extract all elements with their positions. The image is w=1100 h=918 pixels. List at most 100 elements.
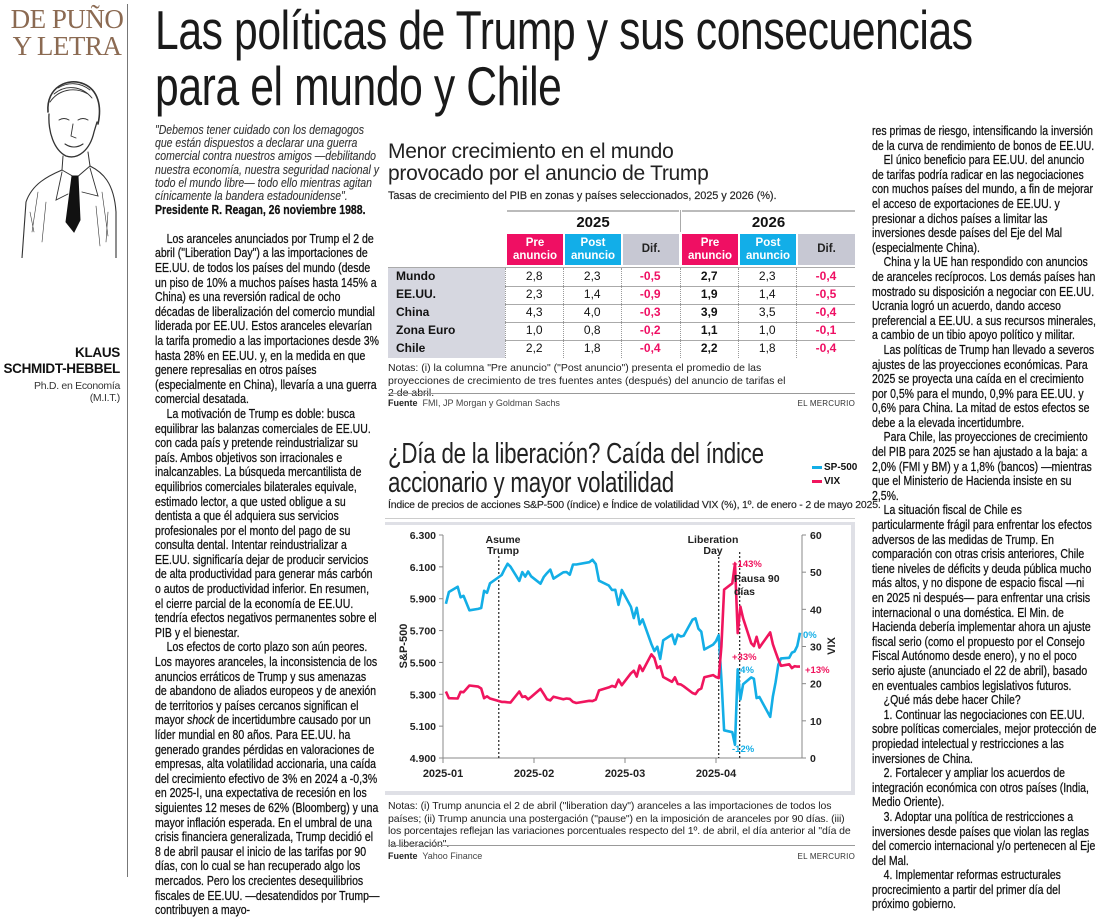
masthead-line-1: DE PUÑO	[10, 4, 124, 34]
cell-diff: -0,3	[621, 304, 679, 322]
chart-graphic-subtitle: Índice de precios de acciones S&P-500 (í…	[388, 499, 881, 511]
author-last-name: SCHMIDT-HEBBEL	[3, 361, 120, 376]
year-header-2026: 2026	[682, 210, 855, 233]
cell: 0,8	[563, 322, 621, 340]
annotation-pause: Pausa 90	[734, 573, 780, 585]
legend-swatch	[812, 479, 822, 483]
divider	[388, 393, 855, 394]
cell-diff: -0,4	[796, 304, 855, 322]
chart-graphic-title: ¿Día de la liberación? Caída del índice …	[388, 440, 788, 498]
cell: 1,4	[738, 286, 796, 304]
paragraph: La situación fiscal de Chile es particul…	[872, 503, 1092, 693]
chart-frame	[385, 522, 855, 795]
y-tick-label-left: 5.300	[410, 689, 436, 701]
y-axis-title-right: VIX	[826, 636, 838, 654]
title-line: ¿Día de la liberación? Caída del índice	[388, 438, 764, 470]
paragraph: Las políticas de Trump han llevado a sev…	[872, 342, 1095, 430]
cell-diff: -0,4	[796, 340, 855, 358]
author-first-name: KLAUS	[75, 345, 120, 360]
cell: 2,3	[563, 268, 621, 286]
year-header-2025: 2025	[507, 210, 679, 233]
legend-label: VIX	[824, 476, 841, 487]
cell: 2,2	[505, 340, 563, 358]
y-tick-label-left: 5.700	[410, 626, 436, 638]
y-tick-label-left: 5.100	[410, 721, 436, 733]
annotation-inauguration: Trump	[487, 545, 519, 557]
col-header-dif-2026: Dif.	[798, 234, 855, 265]
y-tick-label-right: 20	[810, 679, 822, 691]
source-text: FMI, JP Morgan y Goldman Sachs	[422, 398, 560, 408]
chart-notes: Notas: (i) Trump anuncia el 2 de abril (…	[388, 800, 851, 850]
annotation-liberation-day: Day	[703, 545, 722, 557]
emphasis: shock	[187, 713, 215, 728]
y-tick-label-right: 50	[810, 567, 822, 579]
label-sp-end: 0%	[803, 630, 817, 641]
divider	[388, 845, 855, 846]
text-run: Los efectos de corto plazo son aún peore…	[155, 640, 378, 728]
cell-diff: -0,2	[621, 322, 679, 340]
row-label: Zona Euro	[388, 322, 505, 340]
author-portrait-sketch	[21, 81, 117, 258]
x-tick-label: 2025-04	[696, 768, 737, 780]
x-tick-label: 2025-02	[514, 768, 554, 780]
list-item: 4. Implementar reformas estructurales pr…	[872, 868, 1061, 912]
cell-diff: -0,9	[621, 286, 679, 304]
annotation-liberation-day: Liberation	[688, 534, 739, 546]
cell: 3,5	[738, 304, 796, 322]
series-line-vix	[444, 562, 800, 705]
author-credential: Ph.D. en Economía	[34, 380, 120, 392]
chart-legend: SP-500 VIX	[812, 461, 857, 489]
cell-diff: -0,4	[796, 268, 855, 286]
label-vix-peak: +143%	[732, 559, 762, 570]
source-label: Fuente	[388, 398, 418, 408]
label-vix-pause: +33%	[732, 652, 757, 663]
source-label: Fuente	[388, 851, 418, 861]
y-tick-label-right: 0	[810, 753, 816, 765]
paragraph: ¿Qué más debe hacer Chile?	[883, 693, 1021, 708]
cell-diff: -0,4	[621, 340, 679, 358]
list-item: 2. Fortalecer y ampliar los acuerdos de …	[872, 766, 1089, 810]
y-tick-label-right: 30	[810, 642, 822, 654]
cell: 1,9	[680, 286, 738, 304]
title-line: accionario y mayor volatilidad	[388, 467, 674, 499]
legend-swatch	[812, 465, 822, 469]
y-tick-label-left: 5.500	[410, 657, 436, 669]
paragraph: Los aranceles anunciados por Trump el 2 …	[155, 231, 379, 407]
table-notes: Notas: (i) la columna "Pre anuncio" ("Po…	[388, 362, 786, 399]
cell: 3,9	[680, 304, 738, 322]
source-text: Yahoo Finance	[422, 851, 483, 861]
cell: 1,8	[563, 340, 621, 358]
cell: 1,0	[505, 322, 563, 340]
masthead-line-2: Y LETRA	[12, 31, 122, 61]
table-graphic-subtitle: Tasas de crecimiento del PIB en zonas y …	[388, 190, 777, 202]
paragraph: Para Chile, las proyecciones de crecimie…	[872, 430, 1092, 503]
cell-diff: -0,5	[621, 268, 679, 286]
table-row: EE.UU. 2,3 1,4 -0,9 1,9 1,4 -0,5	[388, 286, 855, 305]
label-sp-low: -12%	[732, 744, 755, 755]
list-item: 1. Continuar las negociaciones con EE.UU…	[872, 707, 1097, 766]
cell: 2,8	[505, 268, 563, 286]
cell: 1,8	[738, 340, 796, 358]
legend-label: SP-500	[824, 462, 858, 473]
cell: 4,3	[505, 304, 563, 322]
title-line: provocado por el anuncio de Trump	[388, 162, 709, 185]
y-tick-label-left: 4.900	[410, 753, 436, 765]
divider	[385, 518, 855, 519]
annotation-pause: días	[734, 586, 755, 598]
section-masthead: DE PUÑO Y LETRA	[8, 6, 126, 60]
sp500-vix-line-chart: 6.300 6.100 5.900 5.700 5.500 5.300 5.100 4.900…	[398, 530, 838, 780]
cell: 2,3	[738, 268, 796, 286]
headline-line-2: para el mundo y Chile	[155, 55, 562, 117]
table-row: China 4,3 4,0 -0,3 3,9 3,5 -0,4	[388, 304, 855, 323]
y-tick-label-left: 6.100	[410, 562, 436, 574]
paragraph: China y la UE han respondido con anuncio…	[872, 255, 1096, 343]
table-graphic-title: Menor crecimiento en el mundo provocado …	[388, 141, 709, 185]
cell-diff: -0,5	[796, 286, 855, 304]
y-tick-label-right: 40	[810, 604, 822, 616]
headline: Las políticas de Trump y sus consecuenci…	[155, 2, 1039, 114]
list-item: 3. Adoptar una política de restricciones…	[872, 809, 1096, 868]
col-header-pre-2026: Pre anuncio	[682, 234, 738, 265]
paragraph: La motivación de Trump es doble: busca e…	[155, 406, 377, 640]
table-row: Zona Euro 1,0 0,8 -0,2 1,1 1,0 -0,1	[388, 322, 855, 341]
col-header-pre-2025: Pre anuncio	[507, 234, 563, 265]
